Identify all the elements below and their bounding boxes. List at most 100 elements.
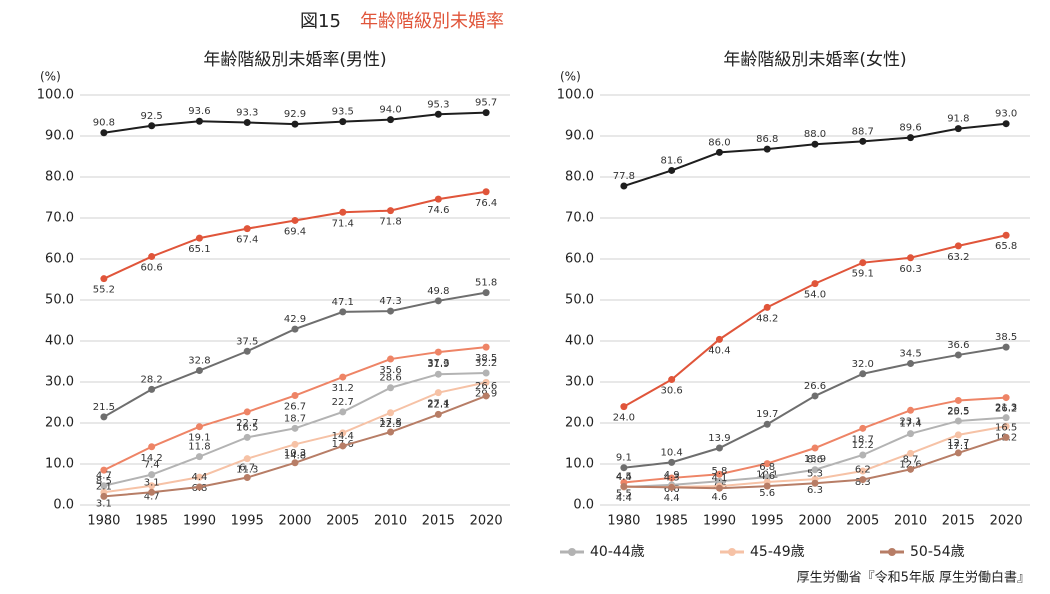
- data-label: 95.7: [475, 98, 497, 109]
- data-point: [482, 289, 490, 297]
- y-tick-label: 70.0: [45, 211, 74, 226]
- x-tick-label: 2020: [470, 514, 503, 529]
- data-label: 13.9: [804, 454, 826, 465]
- data-point: [387, 428, 395, 436]
- data-label: 88.7: [852, 126, 874, 137]
- data-label: 26.2: [995, 404, 1017, 415]
- data-point: [954, 449, 962, 457]
- data-label: 19.7: [756, 409, 778, 420]
- data-label: 8.6: [807, 455, 823, 466]
- data-point: [1002, 231, 1010, 239]
- data-point: [668, 376, 676, 384]
- data-label: 59.1: [852, 269, 874, 280]
- data-label: 26.7: [284, 402, 306, 413]
- data-point: [907, 134, 915, 142]
- y-tick-label: 20.0: [565, 416, 594, 431]
- data-label: 40.4: [708, 345, 730, 356]
- y-tick-label: 80.0: [565, 170, 594, 185]
- legend-marker: [728, 548, 736, 556]
- x-tick-label: 2000: [278, 514, 311, 529]
- y-tick-label: 60.0: [45, 252, 74, 267]
- data-label: 71.4: [332, 218, 354, 229]
- data-label: 89.6: [899, 123, 921, 134]
- data-point: [620, 182, 628, 190]
- y-tick-label: 30.0: [565, 375, 594, 390]
- data-point: [339, 118, 347, 126]
- data-label: 14.2: [141, 453, 163, 464]
- data-label: 5.5: [616, 488, 632, 499]
- data-point: [763, 145, 771, 153]
- data-point: [195, 234, 203, 242]
- data-point: [715, 477, 723, 485]
- data-label: 51.8: [475, 278, 497, 289]
- data-label: 8.7: [903, 454, 919, 465]
- data-label: 69.4: [284, 226, 306, 237]
- data-label: 93.3: [236, 107, 258, 118]
- x-tick-label: 1985: [655, 514, 688, 529]
- data-label: 22.7: [332, 397, 354, 408]
- data-point: [482, 369, 490, 377]
- x-tick-label: 2000: [798, 514, 831, 529]
- data-label: 6.8: [759, 462, 775, 473]
- data-label: 22.1: [427, 399, 449, 410]
- y-tick-label: 40.0: [565, 334, 594, 349]
- data-label: 67.4: [236, 235, 258, 246]
- data-point: [859, 424, 867, 432]
- data-point: [715, 470, 723, 478]
- data-label: 17.4: [899, 419, 921, 430]
- data-label: 5.6: [759, 488, 775, 499]
- data-label: 92.5: [141, 111, 163, 122]
- data-label: 94.0: [379, 105, 401, 116]
- data-label: 48.2: [756, 313, 778, 324]
- data-point: [907, 254, 915, 262]
- data-point: [1002, 343, 1010, 351]
- data-point: [387, 116, 395, 124]
- data-point: [434, 348, 442, 356]
- data-label: 27.4: [427, 399, 449, 410]
- data-label: 4.4: [616, 493, 632, 504]
- y-axis-label: (%): [40, 70, 61, 84]
- data-label: 11.3: [236, 465, 258, 476]
- data-point: [100, 275, 108, 283]
- data-label: 60.3: [899, 264, 921, 275]
- data-point: [907, 465, 915, 473]
- data-label: 42.9: [284, 314, 306, 325]
- data-label: 4.7: [96, 471, 112, 482]
- data-label: 6.3: [807, 485, 823, 496]
- x-tick-label: 2020: [990, 514, 1023, 529]
- data-label: 11.8: [188, 442, 210, 453]
- data-label: 6.7: [239, 463, 255, 474]
- data-label: 31.9: [427, 359, 449, 370]
- y-tick-label: 100.0: [37, 88, 74, 103]
- x-tick-label: 1985: [135, 514, 168, 529]
- data-label: 71.8: [379, 217, 401, 228]
- data-label: 4.4: [664, 493, 680, 504]
- data-label: 7.4: [144, 460, 160, 471]
- data-label: 19.1: [188, 433, 210, 444]
- x-tick-label: 1990: [703, 514, 736, 529]
- data-point: [954, 125, 962, 133]
- source: 厚生労働省『令和5年版 厚生労働白書』: [797, 570, 1030, 586]
- x-tick-label: 2005: [326, 514, 359, 529]
- chart-title: 年齢階級別未婚率(女性): [723, 50, 906, 70]
- data-point: [811, 479, 819, 487]
- x-tick-label: 1995: [231, 514, 264, 529]
- data-label: 9.1: [616, 453, 632, 464]
- y-tick-label: 0.0: [53, 498, 74, 513]
- data-label: 16.5: [995, 422, 1017, 433]
- data-point: [482, 392, 490, 400]
- data-point: [243, 408, 251, 416]
- data-point: [954, 417, 962, 425]
- x-tick-label: 2005: [846, 514, 879, 529]
- data-label: 12.6: [899, 459, 921, 470]
- data-label: 86.8: [756, 134, 778, 145]
- data-point: [434, 389, 442, 397]
- y-tick-label: 20.0: [45, 416, 74, 431]
- data-point: [620, 464, 628, 472]
- data-point: [243, 474, 251, 482]
- data-label: 18.7: [852, 434, 874, 445]
- data-point: [715, 484, 723, 492]
- data-label: 32.0: [852, 359, 874, 370]
- data-label: 10.4: [661, 447, 683, 458]
